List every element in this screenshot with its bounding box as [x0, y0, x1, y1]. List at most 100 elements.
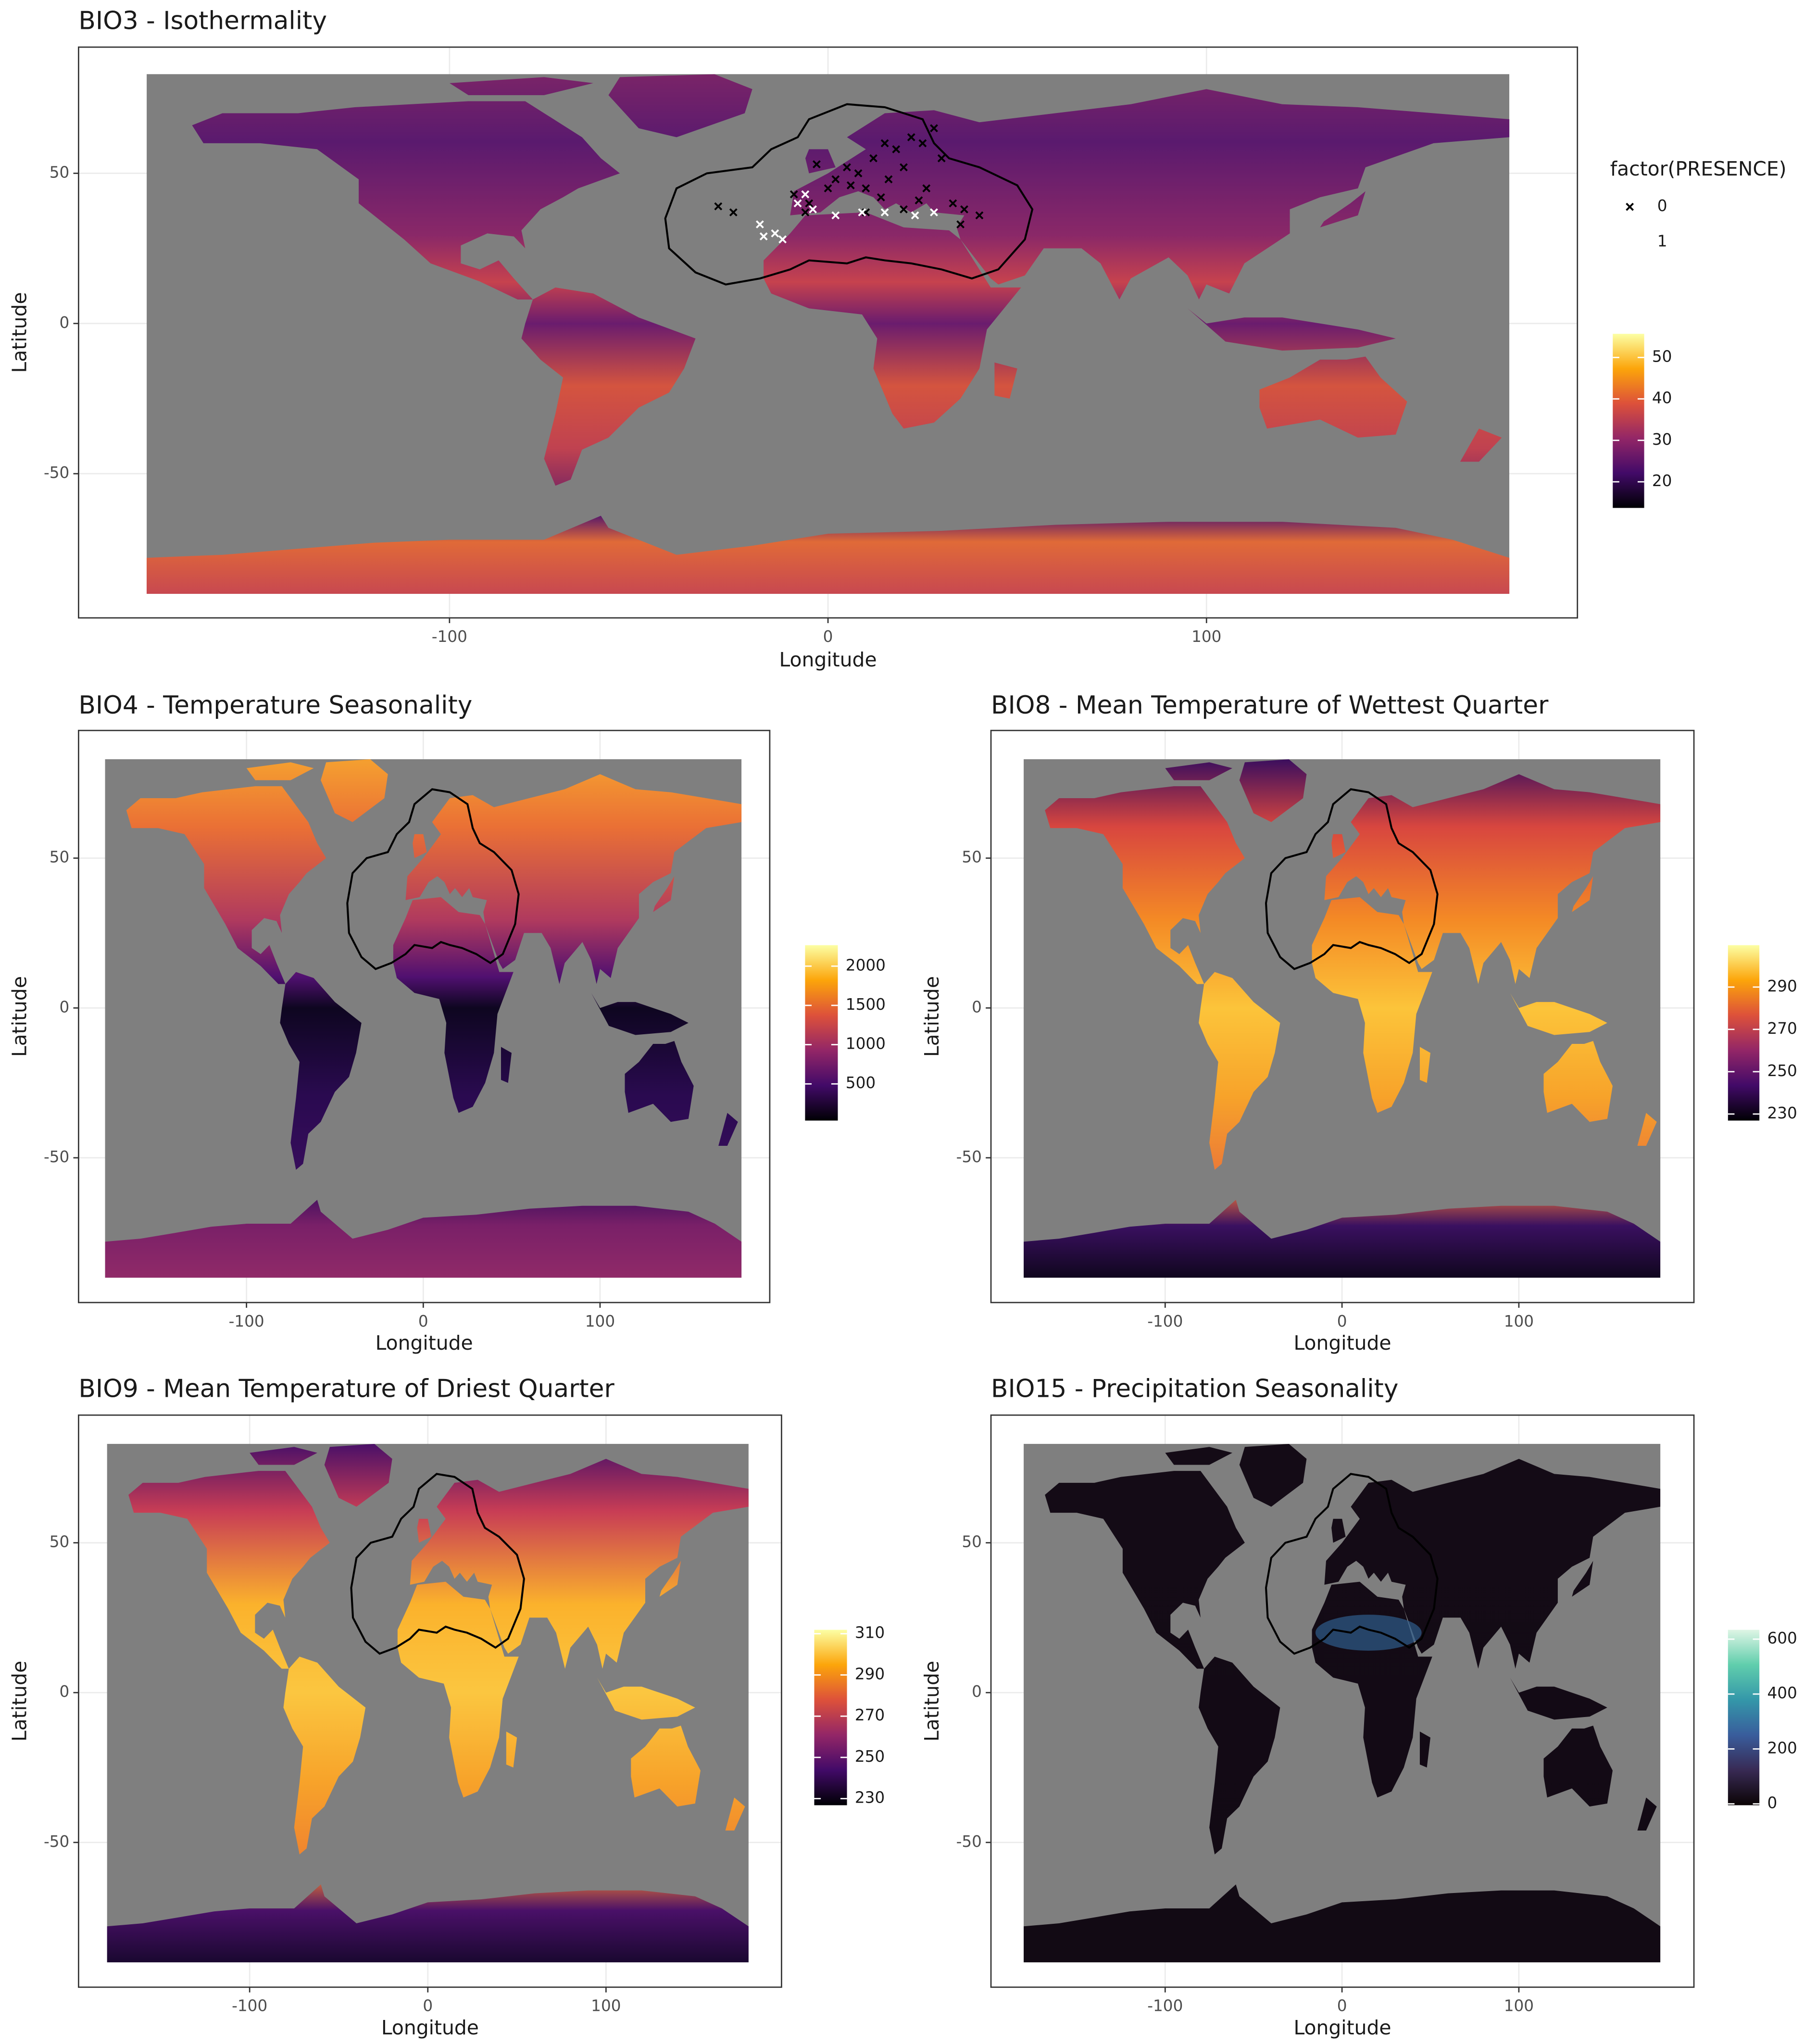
map-panel: -100 0 100 -50 0 50 BIO9 - Mean Temperature of…: [8, 1374, 885, 2039]
land: [1045, 1471, 1245, 1669]
y-tick-label: 0: [60, 998, 70, 1016]
chart-title: BIO15 - Precipitation Seasonality: [991, 1374, 1399, 1403]
x-tick-label: 0: [823, 627, 833, 646]
land: [1024, 1884, 1661, 1963]
panel-border: [78, 1414, 782, 1988]
presence-point: [842, 163, 851, 172]
land: [1045, 786, 1245, 984]
panel-border: [990, 729, 1695, 1304]
colorbar-tick-label: 2000: [846, 956, 886, 974]
land: [397, 1581, 519, 1798]
land: [591, 993, 689, 1035]
chart-title: BIO3 - Isothermality: [78, 6, 327, 35]
x-tick-label: 100: [591, 1997, 621, 2015]
colorbar: [1728, 945, 1760, 1121]
colorbar-tick-label: 230: [855, 1789, 885, 1807]
land: [1239, 1443, 1307, 1507]
colorbar-tick-label: 40: [1652, 389, 1672, 407]
colorbar-tick-label: 600: [1767, 1629, 1797, 1647]
legend-title: factor(PRESENCE): [1610, 157, 1787, 180]
presence-point: [975, 211, 984, 220]
land: [449, 77, 593, 95]
presence-point: [846, 181, 855, 189]
land: [250, 1447, 317, 1465]
y-tick-label: -50: [44, 1148, 69, 1166]
land: [506, 1731, 517, 1768]
land: [994, 362, 1017, 399]
presence-point: [729, 208, 738, 217]
y-axis-label: Latitude: [8, 976, 31, 1057]
land: [1165, 762, 1233, 780]
land: [324, 1443, 392, 1507]
buffer-outline: [346, 788, 520, 970]
colorbar-tick-label: 310: [855, 1624, 885, 1642]
colorbar-tick-label: 400: [1767, 1684, 1797, 1702]
land: [1637, 1113, 1657, 1146]
y-axis-label: Latitude: [920, 976, 943, 1057]
map-panel: -100 0 100 -50 0 50 BIO15 - Precipitation Seas…: [920, 1374, 1797, 2039]
presence-point: [900, 163, 908, 172]
land: [1165, 1447, 1233, 1465]
land: [790, 89, 1510, 300]
colorbar-tick-label: 30: [1652, 430, 1672, 449]
land: [1510, 1677, 1607, 1720]
y-tick-label: 0: [60, 1682, 70, 1701]
land: [1312, 897, 1432, 1113]
y-tick-label: 0: [972, 1682, 982, 1701]
presence-point: [813, 160, 821, 169]
land: [1320, 191, 1366, 227]
map-panel: -100 0 100 -50 0 50 BIO4 - Temperature Seasona…: [8, 691, 886, 1354]
chart-title: BIO4 - Temperature Seasonality: [78, 691, 472, 720]
land: [417, 1518, 432, 1543]
presence-point: [880, 139, 889, 148]
presence-point: [831, 175, 840, 184]
presence-point: [949, 199, 957, 208]
presence-point: [862, 184, 870, 193]
presence-point: [937, 154, 946, 163]
presence-point: [877, 193, 885, 201]
colorbar: [1613, 334, 1644, 508]
land: [1331, 834, 1346, 858]
land: [1543, 1041, 1613, 1122]
presence-point: [960, 205, 968, 213]
y-tick-label: 0: [60, 313, 70, 332]
x-tick-label: 0: [423, 1997, 433, 2015]
colorbar: [814, 1630, 847, 1806]
presence-point: [930, 124, 938, 133]
colorbar-tick-label: 1500: [846, 995, 886, 1014]
panel-border: [78, 729, 771, 1304]
presence-point: [922, 184, 931, 193]
x-tick-label: -100: [432, 627, 467, 646]
presence-point: [907, 133, 915, 141]
land: [521, 287, 696, 486]
land: [1460, 428, 1502, 462]
chart-title: BIO9 - Mean Temperature of Driest Quarte…: [78, 1374, 614, 1403]
presence-point: [956, 220, 965, 229]
colorbar-tick-label: 20: [1652, 472, 1672, 490]
legend-label: 0: [1657, 197, 1667, 215]
colorbar-tick-label: 290: [855, 1665, 885, 1683]
x-axis-label: Longitude: [1293, 2016, 1391, 2039]
land: [653, 876, 675, 912]
x-tick-label: -100: [1147, 1997, 1183, 2015]
land: [725, 1797, 745, 1831]
presence-point: [915, 196, 923, 205]
presence-point: [911, 211, 919, 220]
land: [1572, 1561, 1593, 1597]
land: [718, 1113, 738, 1146]
presence-point: [793, 199, 802, 208]
colorbar-tick-label: 270: [855, 1706, 885, 1724]
y-axis-label: Latitude: [8, 1661, 31, 1742]
map-panel: -100 0 100 -50 0 50 BIO3 - Isothermality Longit…: [8, 6, 1787, 671]
presence-point: [824, 184, 832, 193]
land: [501, 1047, 512, 1083]
x-tick-label: 100: [585, 1312, 615, 1330]
colorbar-tick-label: 270: [1767, 1019, 1797, 1038]
land: [1324, 1459, 1661, 1669]
y-tick-label: -50: [956, 1148, 982, 1166]
land: [128, 1471, 330, 1669]
land: [283, 1656, 366, 1855]
land: [1572, 876, 1593, 912]
presence-point: [801, 190, 810, 199]
